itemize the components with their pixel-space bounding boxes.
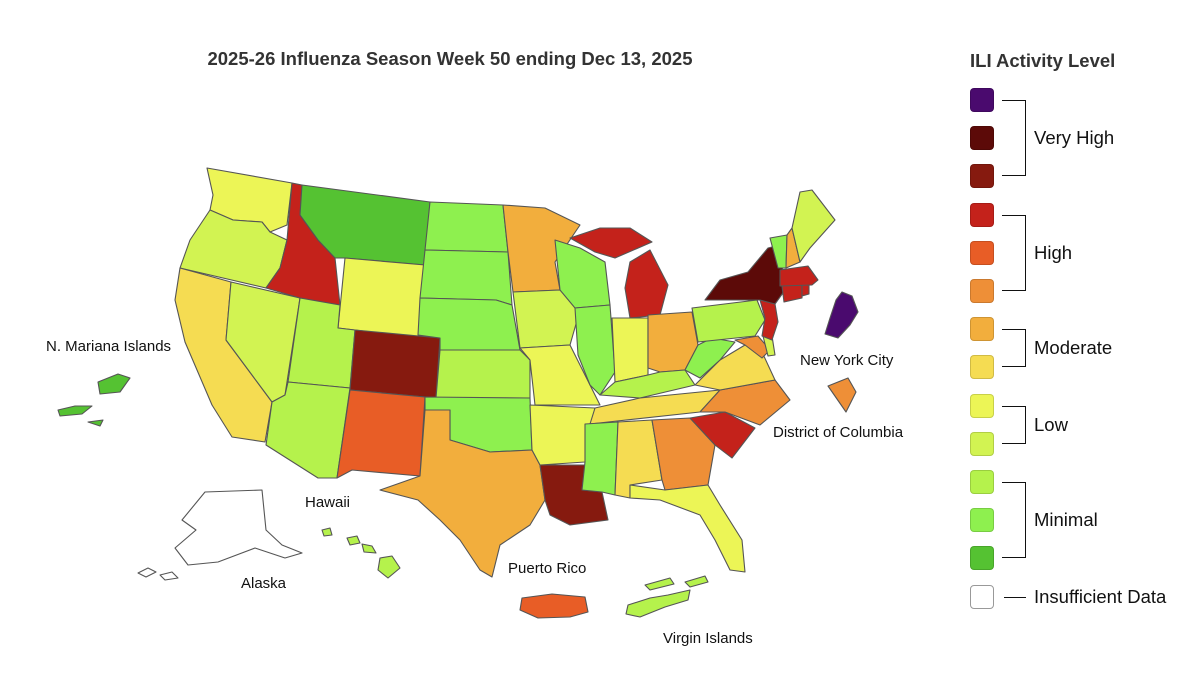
legend-label-very-high: Very High [1034,127,1115,149]
legend-bracket [1002,405,1026,444]
label-virgin-islands: Virgin Islands [663,630,753,647]
legend-bracket [1002,482,1026,559]
legend-bracket [1002,214,1026,291]
label-n-mariana-islands: N. Mariana Islands [46,338,172,355]
legend-swatch-level-3 [970,470,994,494]
legend-swatch-level-10 [970,202,994,227]
region-puerto-rico[interactable] [519,593,589,619]
legend-label-high: High [1034,241,1073,263]
legend-swatch-level-8 [970,279,994,303]
state-wyoming[interactable] [337,257,426,339]
region-alaska[interactable] [137,489,303,581]
region-district-of-columbia[interactable] [827,377,857,413]
state-south-dakota[interactable] [419,249,513,306]
legend-connector [1004,596,1026,598]
state-new-mexico[interactable] [336,389,426,479]
legend-bracket [1002,100,1026,177]
state-kansas[interactable] [435,349,531,399]
state-maine[interactable] [791,189,836,263]
legend-swatch-level-12 [970,126,994,151]
map-title: 2025-26 Influenza Season Week 50 ending … [207,48,693,69]
state-pennsylvania[interactable] [691,299,766,343]
state-massachusetts[interactable] [779,265,819,287]
legend-label-moderate: Moderate [1034,337,1113,359]
legend-swatch-level-11 [970,164,994,189]
state-new-york[interactable] [704,244,786,305]
state-south-carolina[interactable] [689,411,756,459]
region-n-mariana-islands[interactable] [57,373,131,427]
state-michigan[interactable] [624,249,669,319]
state-florida[interactable] [629,484,746,573]
state-maryland[interactable] [734,335,771,359]
legend-bracket [1002,329,1026,368]
state-iowa[interactable] [512,289,581,349]
region-hawaii[interactable] [321,527,401,579]
legend-title: ILI Activity Level [970,50,1116,71]
legend-swatch-level-4 [970,431,994,456]
state-indiana[interactable] [611,317,649,383]
state-colorado[interactable] [349,329,441,399]
state-arkansas[interactable] [529,404,596,466]
legend-swatch-level-7 [970,317,994,342]
label-new-york-city: New York City [800,352,894,369]
state-texas[interactable] [379,409,546,578]
state-north-dakota[interactable] [424,201,509,253]
legend-swatch-level-1 [970,546,994,571]
label-alaska: Alaska [241,575,287,592]
state-missouri[interactable] [519,344,601,406]
legend-swatch-level-6 [970,355,994,380]
state-west-virginia[interactable] [684,337,736,379]
legend-label-minimal: Minimal [1034,509,1098,531]
label-district-of-columbia: District of Columbia [773,424,904,441]
legend-swatch-level-2 [970,508,994,533]
label-hawaii: Hawaii [305,494,351,511]
state-mississippi[interactable] [581,421,619,496]
state-minnesota[interactable] [502,204,581,293]
legend-label-low: Low [1034,413,1068,435]
state-michigan-upper[interactable] [569,227,653,259]
legend-label-insufficient-data: Insufficient Data [1034,585,1167,607]
region-new-york-city[interactable] [824,291,859,339]
legend-swatch-level-5 [970,393,994,418]
state-kentucky[interactable] [599,369,696,399]
us-choropleth-map [57,167,859,619]
legend-swatch-level-9 [970,240,994,265]
legend-swatch-level-0 [970,584,994,609]
label-puerto-rico: Puerto Rico [508,560,587,577]
region-virgin-islands[interactable] [625,575,709,618]
legend-swatch-level-13 [970,88,994,112]
